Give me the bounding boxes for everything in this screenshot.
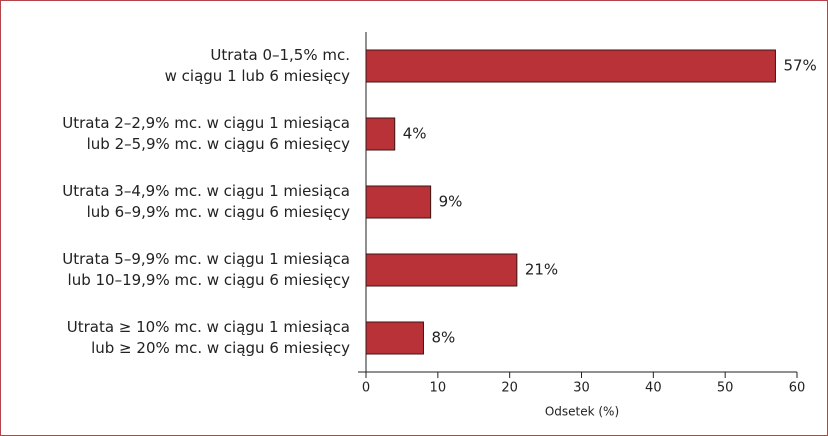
y-tick-label: Utrata ≥ 10% mc. w ciągu 1 miesiąca: [67, 318, 350, 336]
value-label: 8%: [431, 329, 455, 347]
y-tick-label: lub 2–5,9% mc. w ciągu 6 miesięcy: [87, 135, 350, 153]
x-tick-label: 30: [573, 381, 590, 396]
bar: [365, 321, 424, 355]
y-tick-label: Utrata 5–9,9% mc. w ciągu 1 miesiąca: [62, 250, 350, 268]
y-tick-label: lub 10–19,9% mc. w ciągu 6 miesięcy: [68, 271, 351, 289]
y-tick-label: lub 6–9,9% mc. w ciągu 6 miesięcy: [87, 203, 350, 221]
y-tick-label: Utrata 3–4,9% mc. w ciągu 1 miesiąca: [62, 182, 350, 200]
x-tick-label: 60: [789, 381, 806, 396]
y-tick-label: lub ≥ 20% mc. w ciągu 6 miesięcy: [91, 339, 350, 357]
bar: [365, 117, 396, 151]
value-label: 21%: [525, 261, 558, 279]
y-tick-label: Utrata 2–2,9% mc. w ciągu 1 miesiąca: [62, 114, 350, 132]
value-label: 9%: [439, 193, 463, 211]
y-tick-label: Utrata 0–1,5% mc.: [210, 46, 350, 64]
y-tick-label: w ciągu 1 lub 6 miesięcy: [165, 67, 350, 85]
x-tick-label: 40: [645, 381, 662, 396]
bar: [365, 49, 776, 83]
x-tick-label: 20: [501, 381, 518, 396]
x-axis-label: Odsetek (%): [545, 405, 619, 419]
bar: [365, 185, 432, 219]
value-label: 57%: [783, 57, 816, 75]
x-tick-label: 10: [430, 381, 447, 396]
x-tick-label: 50: [717, 381, 734, 396]
value-label: 4%: [403, 125, 427, 143]
bar: [365, 253, 518, 287]
x-tick-label: 0: [362, 381, 370, 396]
